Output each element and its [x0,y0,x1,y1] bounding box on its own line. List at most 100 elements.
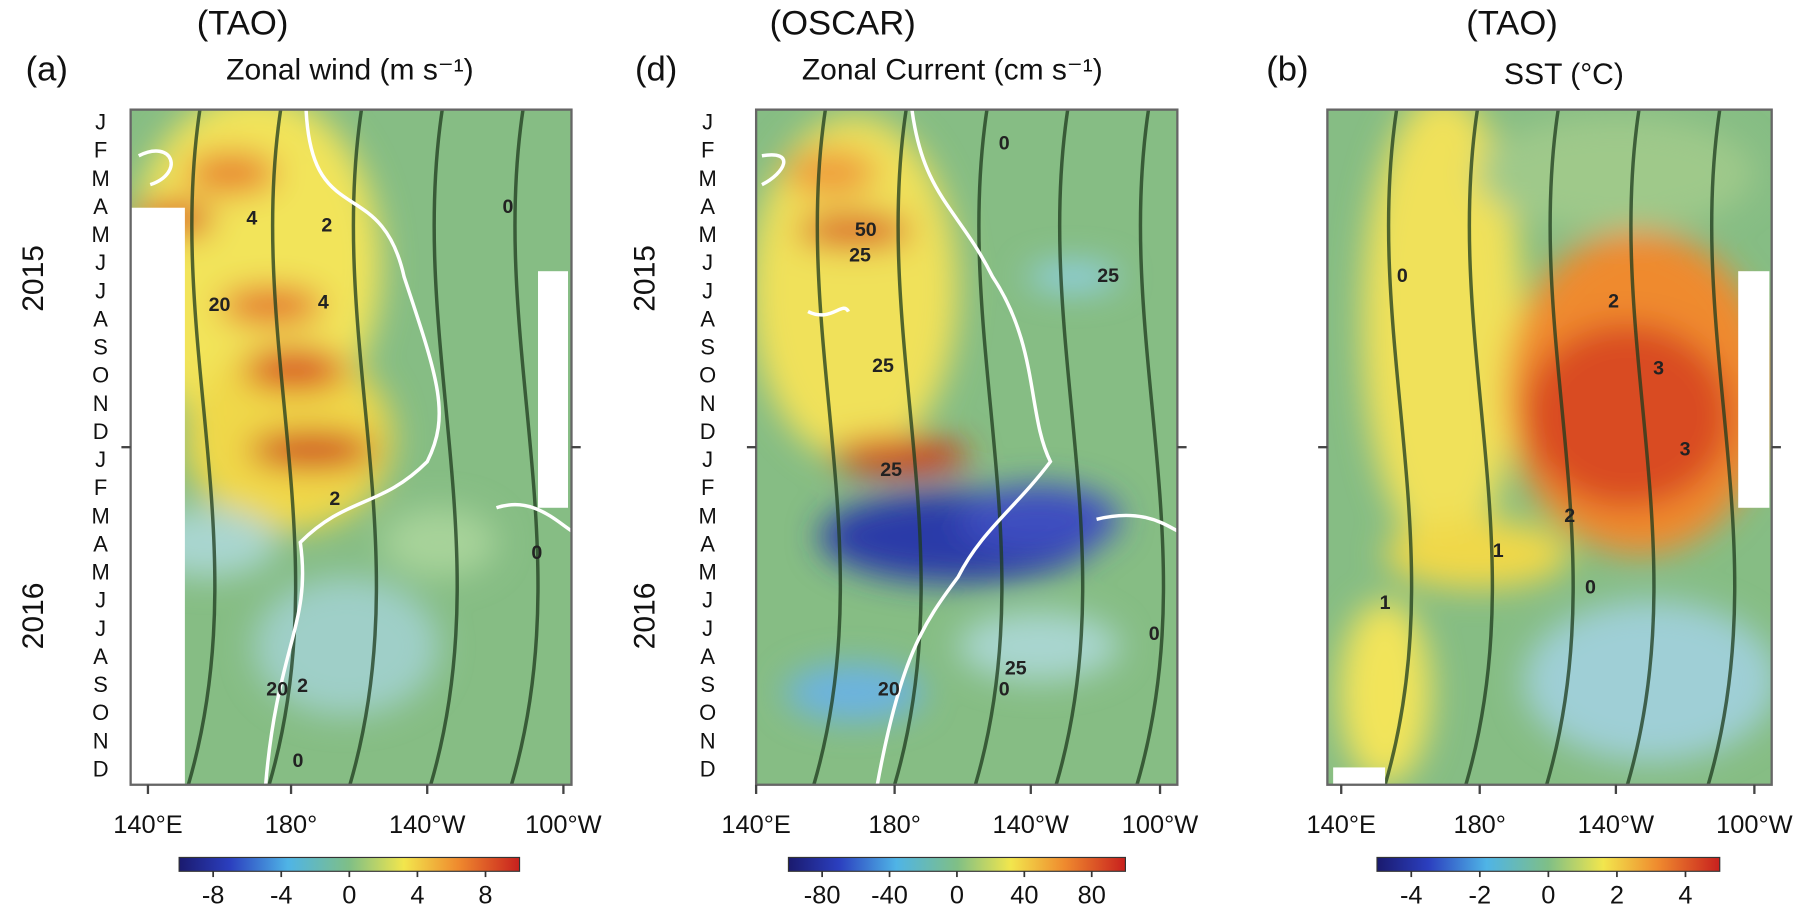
colorbar-tick-label: 80 [1078,881,1106,909]
contour-line [1706,109,1737,785]
month-label: M [699,560,717,585]
month-label: A [700,194,715,219]
month-label: M [92,503,110,528]
contour-line [1625,109,1656,785]
month-label: O [699,700,716,725]
x-tick-label: 140°W [1578,811,1654,839]
field-patch [1523,323,1732,508]
x-tick-label: 100°W [1716,811,1792,839]
contour-label: 3 [1680,438,1691,460]
contour-label: 20 [209,294,231,316]
heatmap [1327,109,1772,785]
month-label: J [702,616,713,641]
isoline [1096,513,1178,533]
missing-data [1738,271,1770,508]
month-label: O [699,363,716,388]
panel-label: (a) [26,51,68,89]
field-patch [958,484,1120,554]
colorbar [178,856,521,872]
contour-label: 1 [1380,592,1391,614]
month-label: A [93,644,108,669]
month-label: F [701,138,714,163]
x-tick-label: 180° [265,811,318,839]
year-label: 2016 [17,583,50,650]
contour-label: 25 [880,459,902,481]
month-label: J [95,447,106,472]
missing-data [538,271,569,508]
x-tick-label: 140°E [721,811,790,839]
contour-label: 25 [1097,265,1119,287]
contour-label: 25 [849,244,871,266]
year-label: 2015 [628,245,661,312]
isoline [495,502,572,533]
field-patch [1338,600,1432,785]
colorbar-tick-label: 0 [1541,881,1555,909]
contour-label: 2 [329,488,340,510]
field-patch [831,437,970,475]
month-label: O [92,700,109,725]
contour-line [186,109,217,785]
x-tick-label: 100°W [525,811,601,839]
month-label: D [700,419,716,444]
month-label: M [92,222,110,247]
contour-line [1135,109,1166,785]
contour-line [1464,109,1495,785]
x-tick-label: 100°W [1122,811,1198,839]
colorbar-tick-label: 0 [342,881,356,909]
contour-line [1544,109,1575,785]
contour-label: 0 [1585,577,1596,599]
colorbar-tick-label: 2 [1610,881,1624,909]
month-label: S [93,672,108,697]
contour-label: 0 [1149,623,1160,645]
contour-label: 3 [1653,357,1664,379]
contour-label: 2 [1608,291,1619,313]
field-patch [796,214,912,247]
year-label: 2016 [628,583,661,650]
month-label: S [93,335,108,360]
contour-label: 2 [297,675,308,697]
field-patch [242,348,347,391]
month-label: J [95,250,106,275]
heatmap [130,109,572,785]
contour-label: 1 [1493,540,1504,562]
isoline [137,149,173,187]
field-patch [958,611,1120,681]
missing-data [130,207,185,785]
contour-label: 4 [246,207,257,229]
panel-label: (b) [1266,51,1308,89]
month-label: J [95,278,106,303]
panel-label: (d) [635,51,677,89]
month-label: M [92,560,110,585]
x-tick-label: 140°E [1307,811,1376,839]
x-tick-label: 180° [868,811,921,839]
isoline [263,109,441,785]
month-label: N [700,728,716,753]
colorbar-tick-label: 8 [478,881,492,909]
contour-label: 2 [321,214,332,236]
heatmap [756,109,1178,785]
month-label: S [700,672,715,697]
contour-label: 0 [503,196,514,218]
panel-title: SST (°C) [1504,58,1624,91]
month-label: J [702,250,713,275]
colorbar-tick-label: 4 [1678,881,1692,909]
month-label: D [93,419,109,444]
contour-label: 0 [1397,265,1408,287]
field-patch [381,507,497,578]
contour-line [429,109,459,785]
field-patch [248,431,376,469]
field-patch [1523,600,1772,762]
contour-label: 0 [999,678,1010,700]
field-patch [784,150,878,197]
month-label: D [700,756,716,781]
month-label: O [92,363,109,388]
contour-label: 25 [872,355,894,377]
data-source: (TAO) [197,5,289,43]
colorbar-tick-label: -2 [1469,881,1492,909]
month-label: N [93,391,109,416]
contour-line [812,109,843,785]
contour-label: 0 [999,132,1010,154]
data-source: (TAO) [1466,5,1558,43]
colorbar-tick-label: -8 [202,881,225,909]
